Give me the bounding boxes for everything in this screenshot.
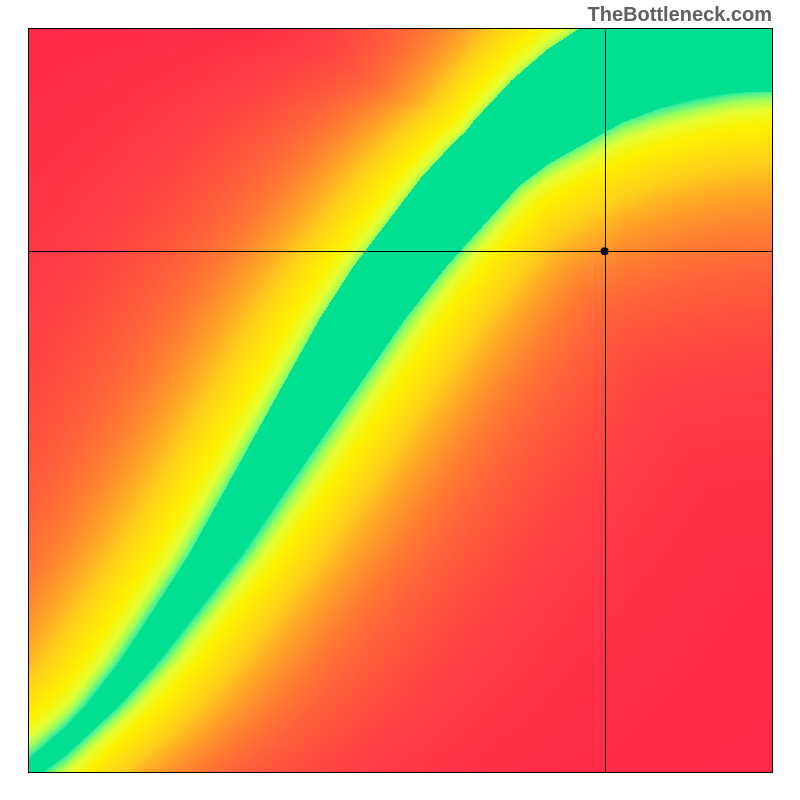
watermark-text: TheBottleneck.com: [588, 4, 772, 27]
chart-container: TheBottleneck.com: [0, 0, 800, 800]
heatmap-canvas: [0, 0, 800, 800]
